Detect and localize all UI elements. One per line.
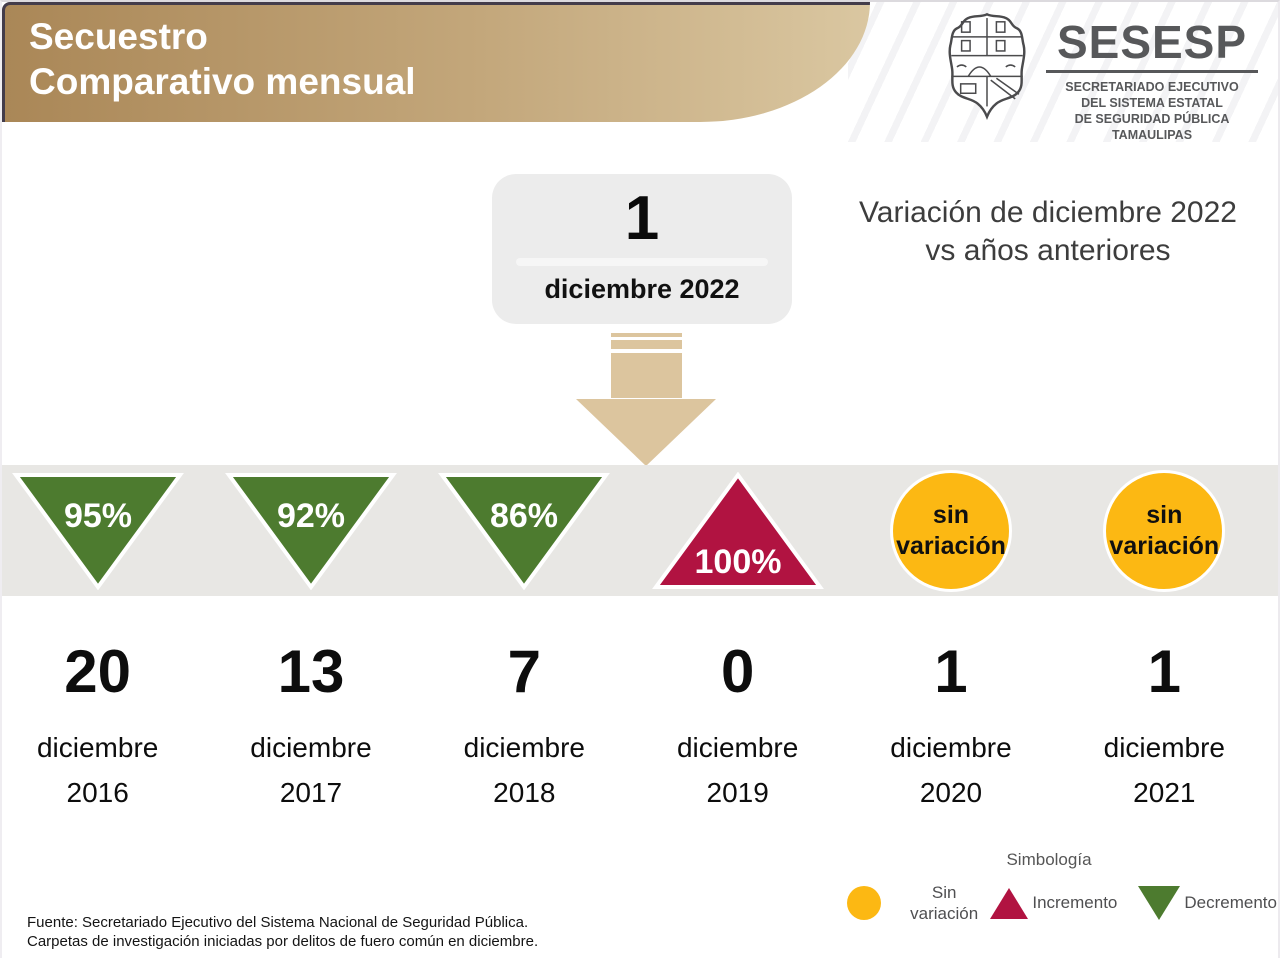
legend-no-variation-label: Sin variación (910, 883, 979, 923)
month-2019: diciembre (676, 732, 799, 763)
case-count-2021: 1 (1147, 638, 1181, 705)
org-name-line3: DE SEGURIDAD PÚBLICA (1074, 112, 1230, 126)
sesesp-logo: SESESP SECRETARIADO EJECUTIVO DEL SISTEM… (1044, 18, 1260, 143)
page-title-line2: Comparativo mensual (29, 61, 416, 102)
variation-pct-2016: 95% (64, 497, 132, 535)
value-cell-2019: 0 diciembre 2019 (631, 642, 844, 809)
no-variation-badge-2020: sin variación (889, 469, 1012, 592)
variation-pct-2018: 86% (490, 497, 558, 535)
variation-heading-line2: vs años anteriores (925, 234, 1171, 267)
arrow-shaft (610, 353, 682, 398)
decrease-triangle-2017-icon: 92% (225, 472, 397, 590)
arrow-stripe-2 (610, 340, 682, 349)
year-2019: 2019 (706, 777, 769, 808)
case-count-2018: 7 (507, 638, 541, 705)
current-period-label: diciembre 2022 (544, 274, 740, 304)
month-2020: diciembre (890, 732, 1012, 763)
variation-heading: Variación de diciembre 2022 vs años ante… (830, 194, 1266, 270)
no-variation-2020-line1: sin (932, 500, 970, 529)
arrow-head (576, 399, 716, 466)
logo-divider (1046, 70, 1258, 73)
value-cell-2017: 13 diciembre 2017 (204, 642, 417, 809)
value-cell-2018: 7 diciembre 2018 (418, 642, 631, 809)
month-2018: diciembre (463, 732, 586, 763)
legend-increase-icon (990, 887, 1029, 919)
decrease-triangle-2016-icon: 95% (11, 472, 184, 590)
card-divider (516, 258, 768, 266)
increase-triangle-2019-icon: 100% (651, 471, 824, 589)
legend: Sin variación Incremento Decremento (847, 882, 1277, 924)
decrease-triangle-2018-icon: 86% (438, 472, 611, 590)
tamaulipas-coat-of-arms-icon (948, 12, 1026, 121)
legend-increase-label: Incremento (1032, 893, 1118, 912)
year-2018: 2018 (493, 777, 556, 808)
variation-pct-2017: 92% (277, 497, 345, 535)
down-arrow-icon (576, 333, 716, 466)
org-name-line1: SECRETARIADO EJECUTIVO (1065, 80, 1239, 94)
variation-pct-2019: 100% (694, 543, 781, 581)
symbol-band (2, 465, 1278, 596)
no-variation-2020-line2: variación (896, 531, 1006, 560)
org-name-line4: TAMAULIPAS (1111, 128, 1193, 142)
no-variation-2021-line1: sin (1146, 500, 1183, 529)
variation-heading-line1: Variación de diciembre 2022 (858, 196, 1237, 229)
value-cell-2021: 1 diciembre 2021 (1058, 642, 1271, 809)
page-title: Secuestro Comparativo mensual (29, 14, 416, 104)
month-2017: diciembre (250, 732, 372, 763)
symbols-row: 95% 92% 86% 100% sin variación sin varia… (2, 465, 1271, 596)
month-2021: diciembre (1103, 732, 1226, 763)
legend-decrease-label: Decremento (1184, 893, 1277, 912)
source-note: Fuente: Secretariado Ejecutivo del Siste… (27, 913, 538, 951)
source-line1: Fuente: Secretariado Ejecutivo del Siste… (27, 914, 529, 931)
year-2017: 2017 (279, 777, 343, 808)
arrow-stripe-1 (610, 333, 682, 337)
source-line2: Carpetas de investigación iniciadas por … (27, 933, 539, 950)
value-cell-2020: 1 diciembre 2020 (844, 642, 1057, 809)
case-count-2019: 0 (720, 638, 755, 705)
legend-decrease-icon (1138, 886, 1181, 920)
header-band: Secuestro Comparativo mensual (2, 2, 870, 122)
sesesp-acronym: SESESP (1056, 16, 1248, 68)
year-2020: 2020 (919, 777, 983, 808)
case-count-2020: 1 (934, 638, 968, 705)
org-name-line2: DEL SISTEMA ESTATAL (1081, 96, 1223, 110)
values-row: 20 diciembre 2016 13 diciembre 2017 7 di… (2, 638, 1271, 809)
current-period-card: 1 diciembre 2022 (492, 174, 792, 324)
case-count-2017: 13 (277, 638, 345, 705)
legend-no-variation-icon (847, 886, 881, 920)
page-title-line1: Secuestro (29, 16, 208, 57)
legend-title: Simbología (1006, 850, 1092, 869)
current-value: 1 (624, 184, 660, 253)
month-2016: diciembre (36, 732, 159, 763)
year-2016: 2016 (66, 777, 129, 808)
value-cell-2016: 20 diciembre 2016 (2, 638, 204, 809)
year-2021: 2021 (1133, 777, 1196, 808)
no-variation-2021-line2: variación (1109, 531, 1220, 560)
case-count-2016: 20 (64, 638, 132, 705)
no-variation-badge-2021: sin variación (1103, 469, 1226, 592)
